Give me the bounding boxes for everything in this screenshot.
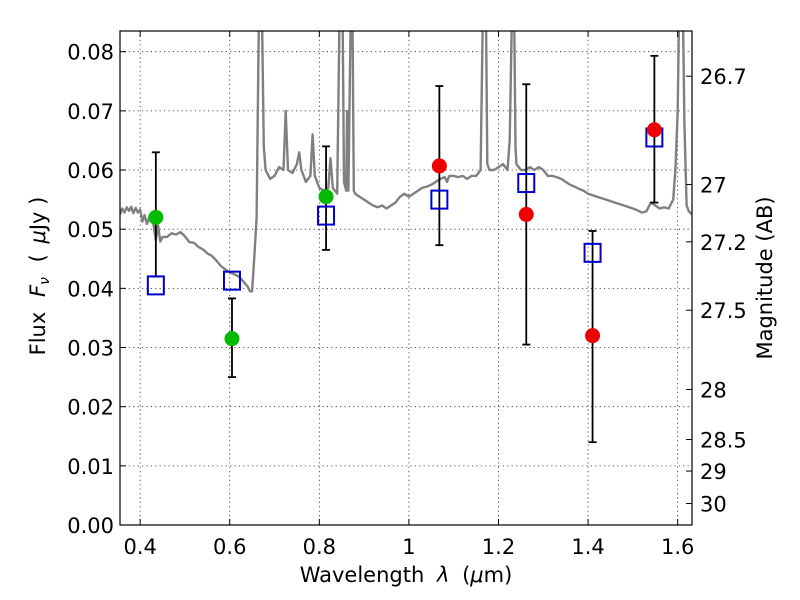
- model-photometry-marker: [146, 275, 165, 296]
- y-axis-label-symbol: F: [26, 284, 50, 297]
- magnitude-tick-label: 27.5: [700, 299, 747, 323]
- model-photometry-marker: [517, 173, 536, 194]
- x-tick-label: 0.4: [123, 535, 156, 559]
- right-axis-label: Magnitude (AB): [753, 196, 777, 359]
- magnitude-tick-label: 29: [700, 460, 727, 484]
- x-tick-label: 1.2: [482, 535, 515, 559]
- observed-point: [585, 328, 601, 344]
- observed-point: [318, 189, 334, 205]
- x-tick-label: 1: [402, 535, 415, 559]
- magnitude-tick-label: 27: [700, 174, 727, 198]
- x-axis-label: Wavelength λ (μm): [300, 563, 513, 587]
- y-tick-label: 0.08: [67, 41, 114, 65]
- x-axis-label-prefix: Wavelength: [300, 563, 425, 587]
- y-tick-label: 0.06: [67, 159, 114, 183]
- y-tick-label: 0.00: [67, 514, 114, 538]
- y-axis-label-paren: (: [26, 254, 50, 262]
- y-axis-label-unit: Jy ): [26, 197, 50, 233]
- magnitude-tick-label: 28: [700, 378, 727, 402]
- y-tick-label: 0.01: [67, 455, 114, 479]
- spectrum-layer: [120, 31, 692, 293]
- y-axis-label-sub: ν: [37, 277, 53, 285]
- model-photometry: [146, 127, 664, 296]
- y-tick-label: 0.07: [67, 100, 114, 124]
- axis-ticks: [120, 31, 692, 526]
- x-axis-label-lambda: λ: [436, 563, 449, 587]
- x-axis-label-paren: (: [462, 563, 470, 587]
- model-photometry-marker: [430, 189, 449, 210]
- observed-point: [224, 331, 240, 347]
- x-tick-label: 1.6: [661, 535, 694, 559]
- y-tick-label: 0.04: [67, 277, 114, 301]
- magnitude-tick-label: 26.7: [700, 65, 747, 89]
- plot-background: [120, 31, 692, 525]
- magnitude-tick-label: 28.5: [700, 428, 747, 452]
- y-axis-label: Flux Fν ( μJy ): [26, 197, 54, 356]
- y-tick-label: 0.02: [67, 396, 114, 420]
- model-photometry-marker: [222, 270, 241, 291]
- magnitude-tick-label: 27.2: [700, 231, 747, 255]
- spectrum-line: [120, 31, 692, 293]
- observed-point: [431, 158, 447, 174]
- x-tick-label: 1.4: [571, 535, 604, 559]
- magnitude-tick-label: 30: [700, 493, 727, 517]
- y-axis-label-prefix: Flux: [26, 312, 50, 356]
- x-tick-label: 0.8: [303, 535, 336, 559]
- x-axis-label-unit: m): [484, 563, 513, 587]
- model-photometry-marker: [317, 205, 336, 226]
- tick-labels: 0.4 0.6 0.8 1 1.2 1.4 1.6 0.00 0.01 0.02 0.03 0.04 0…: [67, 41, 747, 559]
- y-tick-label: 0.03: [67, 337, 114, 361]
- observed-point: [518, 206, 534, 222]
- observed-photometry: [148, 122, 662, 347]
- plot-frame: [119, 30, 693, 526]
- x-tick-label: 0.6: [213, 535, 246, 559]
- x-axis-label-mu: μ: [469, 563, 483, 587]
- observed-point: [646, 122, 662, 138]
- y-axis-label-mu: μ: [26, 230, 50, 244]
- model-photometry-marker: [583, 242, 602, 263]
- y-tick-label: 0.05: [67, 218, 114, 242]
- observed-point: [148, 209, 164, 225]
